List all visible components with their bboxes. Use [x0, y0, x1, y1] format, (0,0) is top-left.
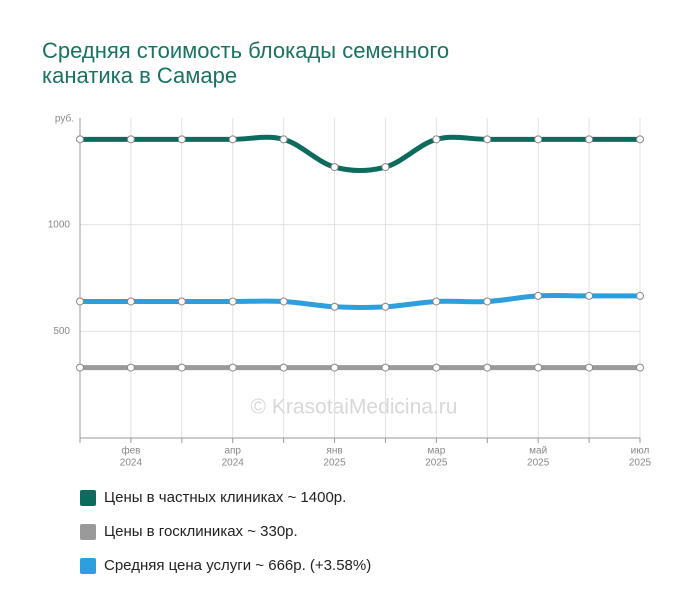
data-point [432, 297, 441, 306]
data-point [636, 291, 644, 300]
y-tick-label: 500 [53, 326, 70, 337]
x-tick-label: 2024 [222, 458, 245, 469]
data-point [381, 163, 390, 172]
x-tick-label: фев [121, 445, 140, 457]
data-point [279, 135, 288, 144]
x-tick-label: 2025 [323, 458, 346, 469]
legend-label: Цены в частных клиниках ~ 1400р. [104, 489, 346, 506]
data-point [76, 363, 84, 372]
data-point [585, 135, 594, 144]
data-point [279, 297, 288, 306]
legend-label: Средняя цена услуги ~ 666р. (+3.58%) [104, 557, 371, 574]
data-point [483, 297, 492, 306]
x-tick-label: июл [631, 446, 650, 457]
watermark: © KrasotaiMedicina.ru [251, 396, 458, 419]
data-point [76, 297, 84, 306]
data-point [381, 302, 390, 311]
legend-swatch [80, 490, 96, 506]
data-point [636, 363, 644, 372]
series-line [80, 293, 640, 310]
x-tick-label: 2024 [120, 458, 143, 469]
data-point [585, 291, 594, 300]
data-point [228, 297, 237, 306]
data-point [381, 363, 390, 372]
x-tick-label: мар [427, 446, 445, 457]
data-point [636, 135, 644, 144]
data-point [330, 363, 339, 372]
data-point [228, 363, 237, 372]
data-point [177, 135, 186, 144]
data-point [279, 363, 288, 372]
data-point [76, 135, 84, 144]
chart-title: Средняя стоимость блокады семенного [42, 38, 449, 63]
data-point [330, 302, 339, 311]
data-point [432, 363, 441, 372]
legend-label: Цены в госклиниках ~ 330р. [104, 523, 298, 540]
data-point [432, 135, 441, 144]
data-point [534, 135, 543, 144]
data-point [483, 135, 492, 144]
data-point [483, 363, 492, 372]
y-axis-label: руб. [55, 113, 74, 125]
data-point [585, 363, 594, 372]
x-tick-label: май [529, 446, 547, 457]
data-point [177, 363, 186, 372]
x-tick-label: 2025 [425, 458, 448, 469]
chart-title: канатика в Самаре [42, 63, 237, 88]
data-point [330, 163, 339, 172]
legend-swatch [80, 524, 96, 540]
data-point [534, 291, 543, 300]
data-point [126, 363, 135, 372]
series-line [80, 134, 640, 174]
data-point [177, 297, 186, 306]
x-tick-label: янв [326, 446, 342, 457]
x-tick-label: 2025 [527, 458, 550, 469]
data-point [126, 135, 135, 144]
legend-swatch [80, 558, 96, 574]
data-point [228, 135, 237, 144]
x-tick-label: 2025 [629, 458, 652, 469]
x-tick-label: апр [224, 446, 241, 457]
data-point [534, 363, 543, 372]
y-tick-label: 1000 [48, 219, 71, 230]
data-point [126, 297, 135, 306]
